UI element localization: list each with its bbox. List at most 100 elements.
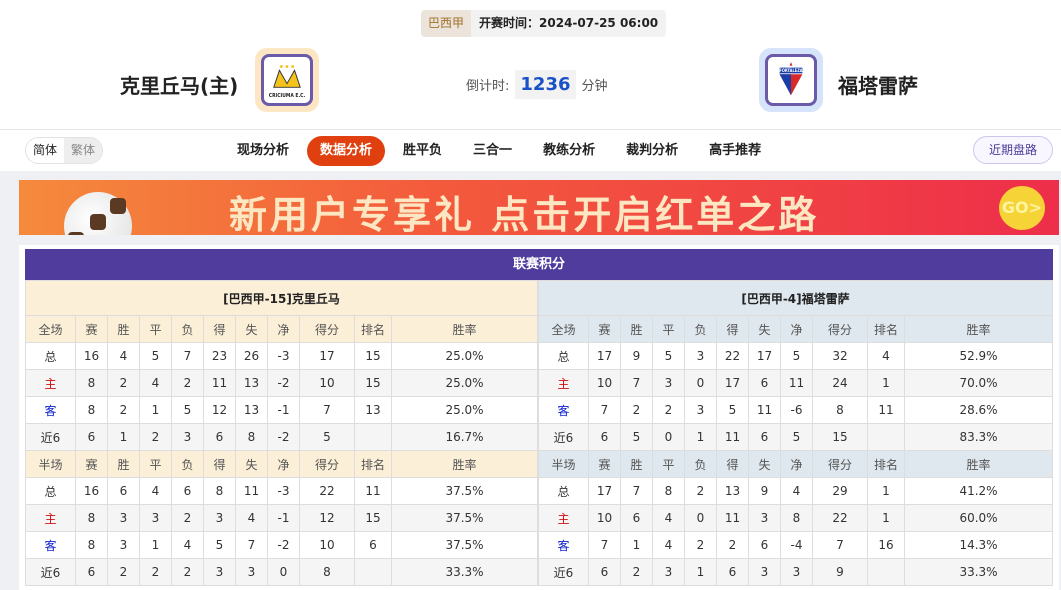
column-header: 全场: [25, 315, 76, 343]
table-row: 主 10 7 3 0 17 6 11 24 1 70.0%: [538, 369, 1053, 397]
table-cell: 4: [139, 369, 172, 397]
row-label: 主: [538, 369, 589, 397]
table-cell: 0: [267, 558, 300, 586]
table-cell: 33.3%: [391, 558, 538, 586]
table-cell: 2: [652, 396, 685, 424]
away-team-logo[interactable]: FORTALEZA: [759, 48, 823, 112]
table-cell: [867, 558, 905, 586]
table-cell: 8: [75, 504, 108, 532]
column-header: 胜: [107, 450, 140, 478]
tab-1[interactable]: 数据分析: [307, 136, 386, 166]
table-cell: 16: [75, 342, 108, 370]
column-header: 失: [235, 450, 268, 478]
table-cell: 2: [684, 477, 717, 505]
table-cell: 11: [716, 423, 749, 451]
table-row: 主 10 6 4 0 11 3 8 22 1 60.0%: [538, 504, 1053, 532]
lang-simplified[interactable]: 简体: [26, 138, 65, 163]
lang-traditional[interactable]: 繁体: [64, 138, 103, 163]
column-header: 平: [139, 450, 172, 478]
away-team-name[interactable]: 福塔雷萨: [838, 74, 918, 98]
table-cell: 13: [235, 396, 268, 424]
tab-3[interactable]: 三合一: [473, 143, 513, 158]
table-cell: 8: [75, 531, 108, 559]
table-cell: 16.7%: [391, 423, 538, 451]
table-cell: 7: [171, 342, 204, 370]
row-label: 主: [538, 504, 589, 532]
table-cell: 15: [354, 342, 392, 370]
table-cell: 6: [354, 531, 392, 559]
table-cell: 1: [867, 504, 905, 532]
table-cell: -2: [267, 423, 300, 451]
table-cell: 10: [588, 369, 621, 397]
table-cell: -4: [780, 531, 813, 559]
promo-banner[interactable]: 新用户专享礼 点击开启红单之路 GO>: [19, 180, 1059, 235]
table-cell: 10: [299, 531, 355, 559]
go-button[interactable]: GO>: [999, 186, 1045, 230]
column-header: 半场: [25, 450, 76, 478]
home-team-name[interactable]: 克里丘马(主): [120, 74, 239, 98]
tab-2[interactable]: 胜平负: [403, 143, 443, 158]
recent-handicap-button[interactable]: 近期盘路: [972, 136, 1053, 164]
column-header: 赛: [588, 450, 621, 478]
table-cell: 25.0%: [391, 396, 538, 424]
table-cell: 29: [812, 477, 868, 505]
nav-bar: 简体 繁体 现场分析 数据分析 胜平负 三合一 教练分析 裁判分析 高手推荐 近期盘路: [0, 129, 1061, 171]
table-cell: 13: [235, 369, 268, 397]
table-cell: 37.5%: [391, 531, 538, 559]
column-header: 得: [203, 315, 236, 343]
table-cell: 22: [299, 477, 355, 505]
column-header: 负: [171, 450, 204, 478]
away-standings-table: [巴西甲-4]福塔雷萨 全场赛胜平负得失净得分 排名 胜率总 17 9 5 3 22 17 5 32 4…: [538, 280, 1053, 586]
column-header: 胜率: [904, 450, 1053, 478]
table-cell: 6: [588, 558, 621, 586]
table-cell: 3: [203, 558, 236, 586]
table-cell: [867, 423, 905, 451]
column-header: 胜率: [391, 315, 538, 343]
table-cell: 3: [171, 423, 204, 451]
column-header: 赛: [75, 315, 108, 343]
table-row: 近6 6 5 0 1 11 6 5 15 83.3%: [538, 423, 1053, 451]
column-header: 失: [748, 315, 781, 343]
column-header: 排名: [867, 450, 905, 478]
table-cell: 23: [203, 342, 236, 370]
column-header: 净: [267, 315, 300, 343]
table-cell: [354, 423, 392, 451]
table-cell: 4: [235, 504, 268, 532]
home-team-logo[interactable]: CRICIUMA E.C.: [255, 48, 319, 112]
tab-6[interactable]: 高手推荐: [709, 143, 762, 158]
column-header: 得: [716, 315, 749, 343]
table-cell: 5: [171, 396, 204, 424]
table-cell: 6: [716, 558, 749, 586]
table-row: 客 7 2 2 3 5 11 -6 8 11 28.6%: [538, 396, 1053, 424]
countdown-value: 1236: [515, 70, 576, 99]
column-header: 净: [780, 315, 813, 343]
column-header: 失: [748, 450, 781, 478]
table-cell: 6: [171, 477, 204, 505]
table-row: 近6 6 2 3 1 6 3 3 9 33.3%: [538, 558, 1053, 586]
table-cell: 0: [684, 369, 717, 397]
row-label: 客: [25, 396, 76, 424]
tab-4[interactable]: 教练分析: [543, 143, 596, 158]
table-cell: 1: [620, 531, 653, 559]
table-cell: 11: [748, 396, 781, 424]
table-cell: 8: [235, 423, 268, 451]
row-label: 主: [25, 504, 76, 532]
table-cell: 11: [354, 477, 392, 505]
table-row: 总 16 4 5 7 23 26 -3 17 15 25.0%: [25, 342, 538, 370]
table-cell: 5: [139, 342, 172, 370]
table-cell: 9: [812, 558, 868, 586]
table-cell: 12: [299, 504, 355, 532]
table-cell: 7: [812, 531, 868, 559]
half-header-row: 半场赛胜平负得失净得分 排名 胜率: [25, 450, 538, 478]
table-cell: 60.0%: [904, 504, 1053, 532]
row-label: 总: [25, 477, 76, 505]
table-cell: 3: [107, 504, 140, 532]
column-header: 净: [780, 450, 813, 478]
table-cell: 1: [684, 558, 717, 586]
table-row: 主 8 3 3 2 3 4 -1 12 15 37.5%: [25, 504, 538, 532]
table-cell: 2: [171, 504, 204, 532]
tab-0[interactable]: 现场分析: [237, 143, 290, 158]
kickoff-time: 开赛时间：2024-07-25 06:00: [471, 10, 667, 37]
table-cell: 15: [354, 504, 392, 532]
tab-5[interactable]: 裁判分析: [626, 143, 679, 158]
